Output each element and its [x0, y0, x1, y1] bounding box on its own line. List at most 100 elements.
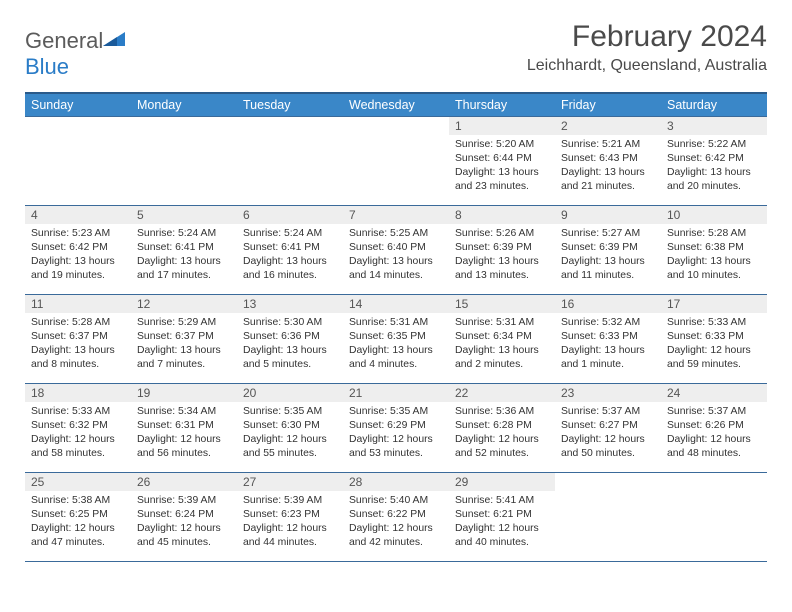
brand-name-part2: Blue — [25, 54, 69, 79]
calendar-day-cell: 23Sunrise: 5:37 AMSunset: 6:27 PMDayligh… — [555, 384, 661, 473]
day-details: Sunrise: 5:27 AMSunset: 6:39 PMDaylight:… — [555, 224, 661, 294]
weekday-header: Friday — [555, 93, 661, 117]
weekday-header: Tuesday — [237, 93, 343, 117]
calendar-week-row: 18Sunrise: 5:33 AMSunset: 6:32 PMDayligh… — [25, 384, 767, 473]
day-details: Sunrise: 5:31 AMSunset: 6:35 PMDaylight:… — [343, 313, 449, 383]
day-details: Sunrise: 5:39 AMSunset: 6:23 PMDaylight:… — [237, 491, 343, 561]
calendar-day-cell: 1Sunrise: 5:20 AMSunset: 6:44 PMDaylight… — [449, 117, 555, 206]
day-number: 19 — [131, 384, 237, 402]
day-details: Sunrise: 5:29 AMSunset: 6:37 PMDaylight:… — [131, 313, 237, 383]
calendar-day-cell: 7Sunrise: 5:25 AMSunset: 6:40 PMDaylight… — [343, 206, 449, 295]
day-details: Sunrise: 5:33 AMSunset: 6:32 PMDaylight:… — [25, 402, 131, 472]
day-details: Sunrise: 5:30 AMSunset: 6:36 PMDaylight:… — [237, 313, 343, 383]
day-details: Sunrise: 5:22 AMSunset: 6:42 PMDaylight:… — [661, 135, 767, 205]
weekday-header: Thursday — [449, 93, 555, 117]
calendar-empty-cell — [237, 117, 343, 206]
calendar-day-cell: 17Sunrise: 5:33 AMSunset: 6:33 PMDayligh… — [661, 295, 767, 384]
day-number: 22 — [449, 384, 555, 402]
day-number: 28 — [343, 473, 449, 491]
calendar-day-cell: 18Sunrise: 5:33 AMSunset: 6:32 PMDayligh… — [25, 384, 131, 473]
day-number — [555, 473, 661, 491]
calendar-day-cell: 12Sunrise: 5:29 AMSunset: 6:37 PMDayligh… — [131, 295, 237, 384]
calendar-day-cell: 19Sunrise: 5:34 AMSunset: 6:31 PMDayligh… — [131, 384, 237, 473]
calendar-day-cell: 28Sunrise: 5:40 AMSunset: 6:22 PMDayligh… — [343, 473, 449, 562]
calendar-empty-cell — [343, 117, 449, 206]
day-number: 14 — [343, 295, 449, 313]
day-number: 11 — [25, 295, 131, 313]
weekday-header: Sunday — [25, 93, 131, 117]
calendar-day-cell: 16Sunrise: 5:32 AMSunset: 6:33 PMDayligh… — [555, 295, 661, 384]
day-details: Sunrise: 5:21 AMSunset: 6:43 PMDaylight:… — [555, 135, 661, 205]
day-number: 16 — [555, 295, 661, 313]
day-details — [25, 135, 131, 205]
calendar-day-cell: 8Sunrise: 5:26 AMSunset: 6:39 PMDaylight… — [449, 206, 555, 295]
day-number: 6 — [237, 206, 343, 224]
day-number: 3 — [661, 117, 767, 135]
brand-name-part1: General — [25, 28, 103, 53]
day-number — [661, 473, 767, 491]
day-number: 2 — [555, 117, 661, 135]
day-details: Sunrise: 5:37 AMSunset: 6:26 PMDaylight:… — [661, 402, 767, 472]
day-number: 20 — [237, 384, 343, 402]
day-details: Sunrise: 5:34 AMSunset: 6:31 PMDaylight:… — [131, 402, 237, 472]
calendar-table: SundayMondayTuesdayWednesdayThursdayFrid… — [25, 92, 767, 562]
calendar-day-cell: 3Sunrise: 5:22 AMSunset: 6:42 PMDaylight… — [661, 117, 767, 206]
calendar-day-cell: 24Sunrise: 5:37 AMSunset: 6:26 PMDayligh… — [661, 384, 767, 473]
day-number: 23 — [555, 384, 661, 402]
day-details: Sunrise: 5:36 AMSunset: 6:28 PMDaylight:… — [449, 402, 555, 472]
header-right: February 2024 Leichhardt, Queensland, Au… — [527, 20, 767, 75]
day-details — [343, 135, 449, 205]
day-number: 5 — [131, 206, 237, 224]
calendar-day-cell: 2Sunrise: 5:21 AMSunset: 6:43 PMDaylight… — [555, 117, 661, 206]
brand-name: General Blue — [25, 28, 125, 80]
day-number — [343, 117, 449, 135]
calendar-day-cell: 9Sunrise: 5:27 AMSunset: 6:39 PMDaylight… — [555, 206, 661, 295]
calendar-day-cell: 25Sunrise: 5:38 AMSunset: 6:25 PMDayligh… — [25, 473, 131, 562]
day-details: Sunrise: 5:39 AMSunset: 6:24 PMDaylight:… — [131, 491, 237, 561]
brand-logo: General Blue — [25, 28, 125, 80]
header: General Blue February 2024 Leichhardt, Q… — [25, 20, 767, 80]
calendar-week-row: 11Sunrise: 5:28 AMSunset: 6:37 PMDayligh… — [25, 295, 767, 384]
day-details: Sunrise: 5:26 AMSunset: 6:39 PMDaylight:… — [449, 224, 555, 294]
day-number: 29 — [449, 473, 555, 491]
day-details: Sunrise: 5:33 AMSunset: 6:33 PMDaylight:… — [661, 313, 767, 383]
calendar-day-cell: 11Sunrise: 5:28 AMSunset: 6:37 PMDayligh… — [25, 295, 131, 384]
calendar-empty-cell — [661, 473, 767, 562]
calendar-empty-cell — [555, 473, 661, 562]
day-details: Sunrise: 5:28 AMSunset: 6:37 PMDaylight:… — [25, 313, 131, 383]
calendar-week-row: 25Sunrise: 5:38 AMSunset: 6:25 PMDayligh… — [25, 473, 767, 562]
day-number: 25 — [25, 473, 131, 491]
calendar-empty-cell — [131, 117, 237, 206]
calendar-day-cell: 26Sunrise: 5:39 AMSunset: 6:24 PMDayligh… — [131, 473, 237, 562]
day-number: 21 — [343, 384, 449, 402]
weekday-header: Monday — [131, 93, 237, 117]
day-number: 13 — [237, 295, 343, 313]
calendar-day-cell: 29Sunrise: 5:41 AMSunset: 6:21 PMDayligh… — [449, 473, 555, 562]
calendar-day-cell: 14Sunrise: 5:31 AMSunset: 6:35 PMDayligh… — [343, 295, 449, 384]
day-details: Sunrise: 5:24 AMSunset: 6:41 PMDaylight:… — [237, 224, 343, 294]
calendar-day-cell: 13Sunrise: 5:30 AMSunset: 6:36 PMDayligh… — [237, 295, 343, 384]
calendar-day-cell: 21Sunrise: 5:35 AMSunset: 6:29 PMDayligh… — [343, 384, 449, 473]
location-text: Leichhardt, Queensland, Australia — [527, 57, 767, 75]
day-details — [237, 135, 343, 205]
calendar-day-cell: 15Sunrise: 5:31 AMSunset: 6:34 PMDayligh… — [449, 295, 555, 384]
day-details: Sunrise: 5:40 AMSunset: 6:22 PMDaylight:… — [343, 491, 449, 561]
calendar-day-cell: 27Sunrise: 5:39 AMSunset: 6:23 PMDayligh… — [237, 473, 343, 562]
day-details: Sunrise: 5:20 AMSunset: 6:44 PMDaylight:… — [449, 135, 555, 205]
day-details — [661, 491, 767, 561]
day-number: 26 — [131, 473, 237, 491]
day-details: Sunrise: 5:35 AMSunset: 6:30 PMDaylight:… — [237, 402, 343, 472]
day-number: 7 — [343, 206, 449, 224]
calendar-day-cell: 22Sunrise: 5:36 AMSunset: 6:28 PMDayligh… — [449, 384, 555, 473]
calendar-day-cell: 4Sunrise: 5:23 AMSunset: 6:42 PMDaylight… — [25, 206, 131, 295]
calendar-day-cell: 5Sunrise: 5:24 AMSunset: 6:41 PMDaylight… — [131, 206, 237, 295]
day-details — [131, 135, 237, 205]
day-details — [555, 491, 661, 561]
day-number: 1 — [449, 117, 555, 135]
triangle-icon — [103, 32, 125, 48]
day-number — [25, 117, 131, 135]
calendar-empty-cell — [25, 117, 131, 206]
calendar-day-cell: 6Sunrise: 5:24 AMSunset: 6:41 PMDaylight… — [237, 206, 343, 295]
day-number: 10 — [661, 206, 767, 224]
weekday-header: Wednesday — [343, 93, 449, 117]
